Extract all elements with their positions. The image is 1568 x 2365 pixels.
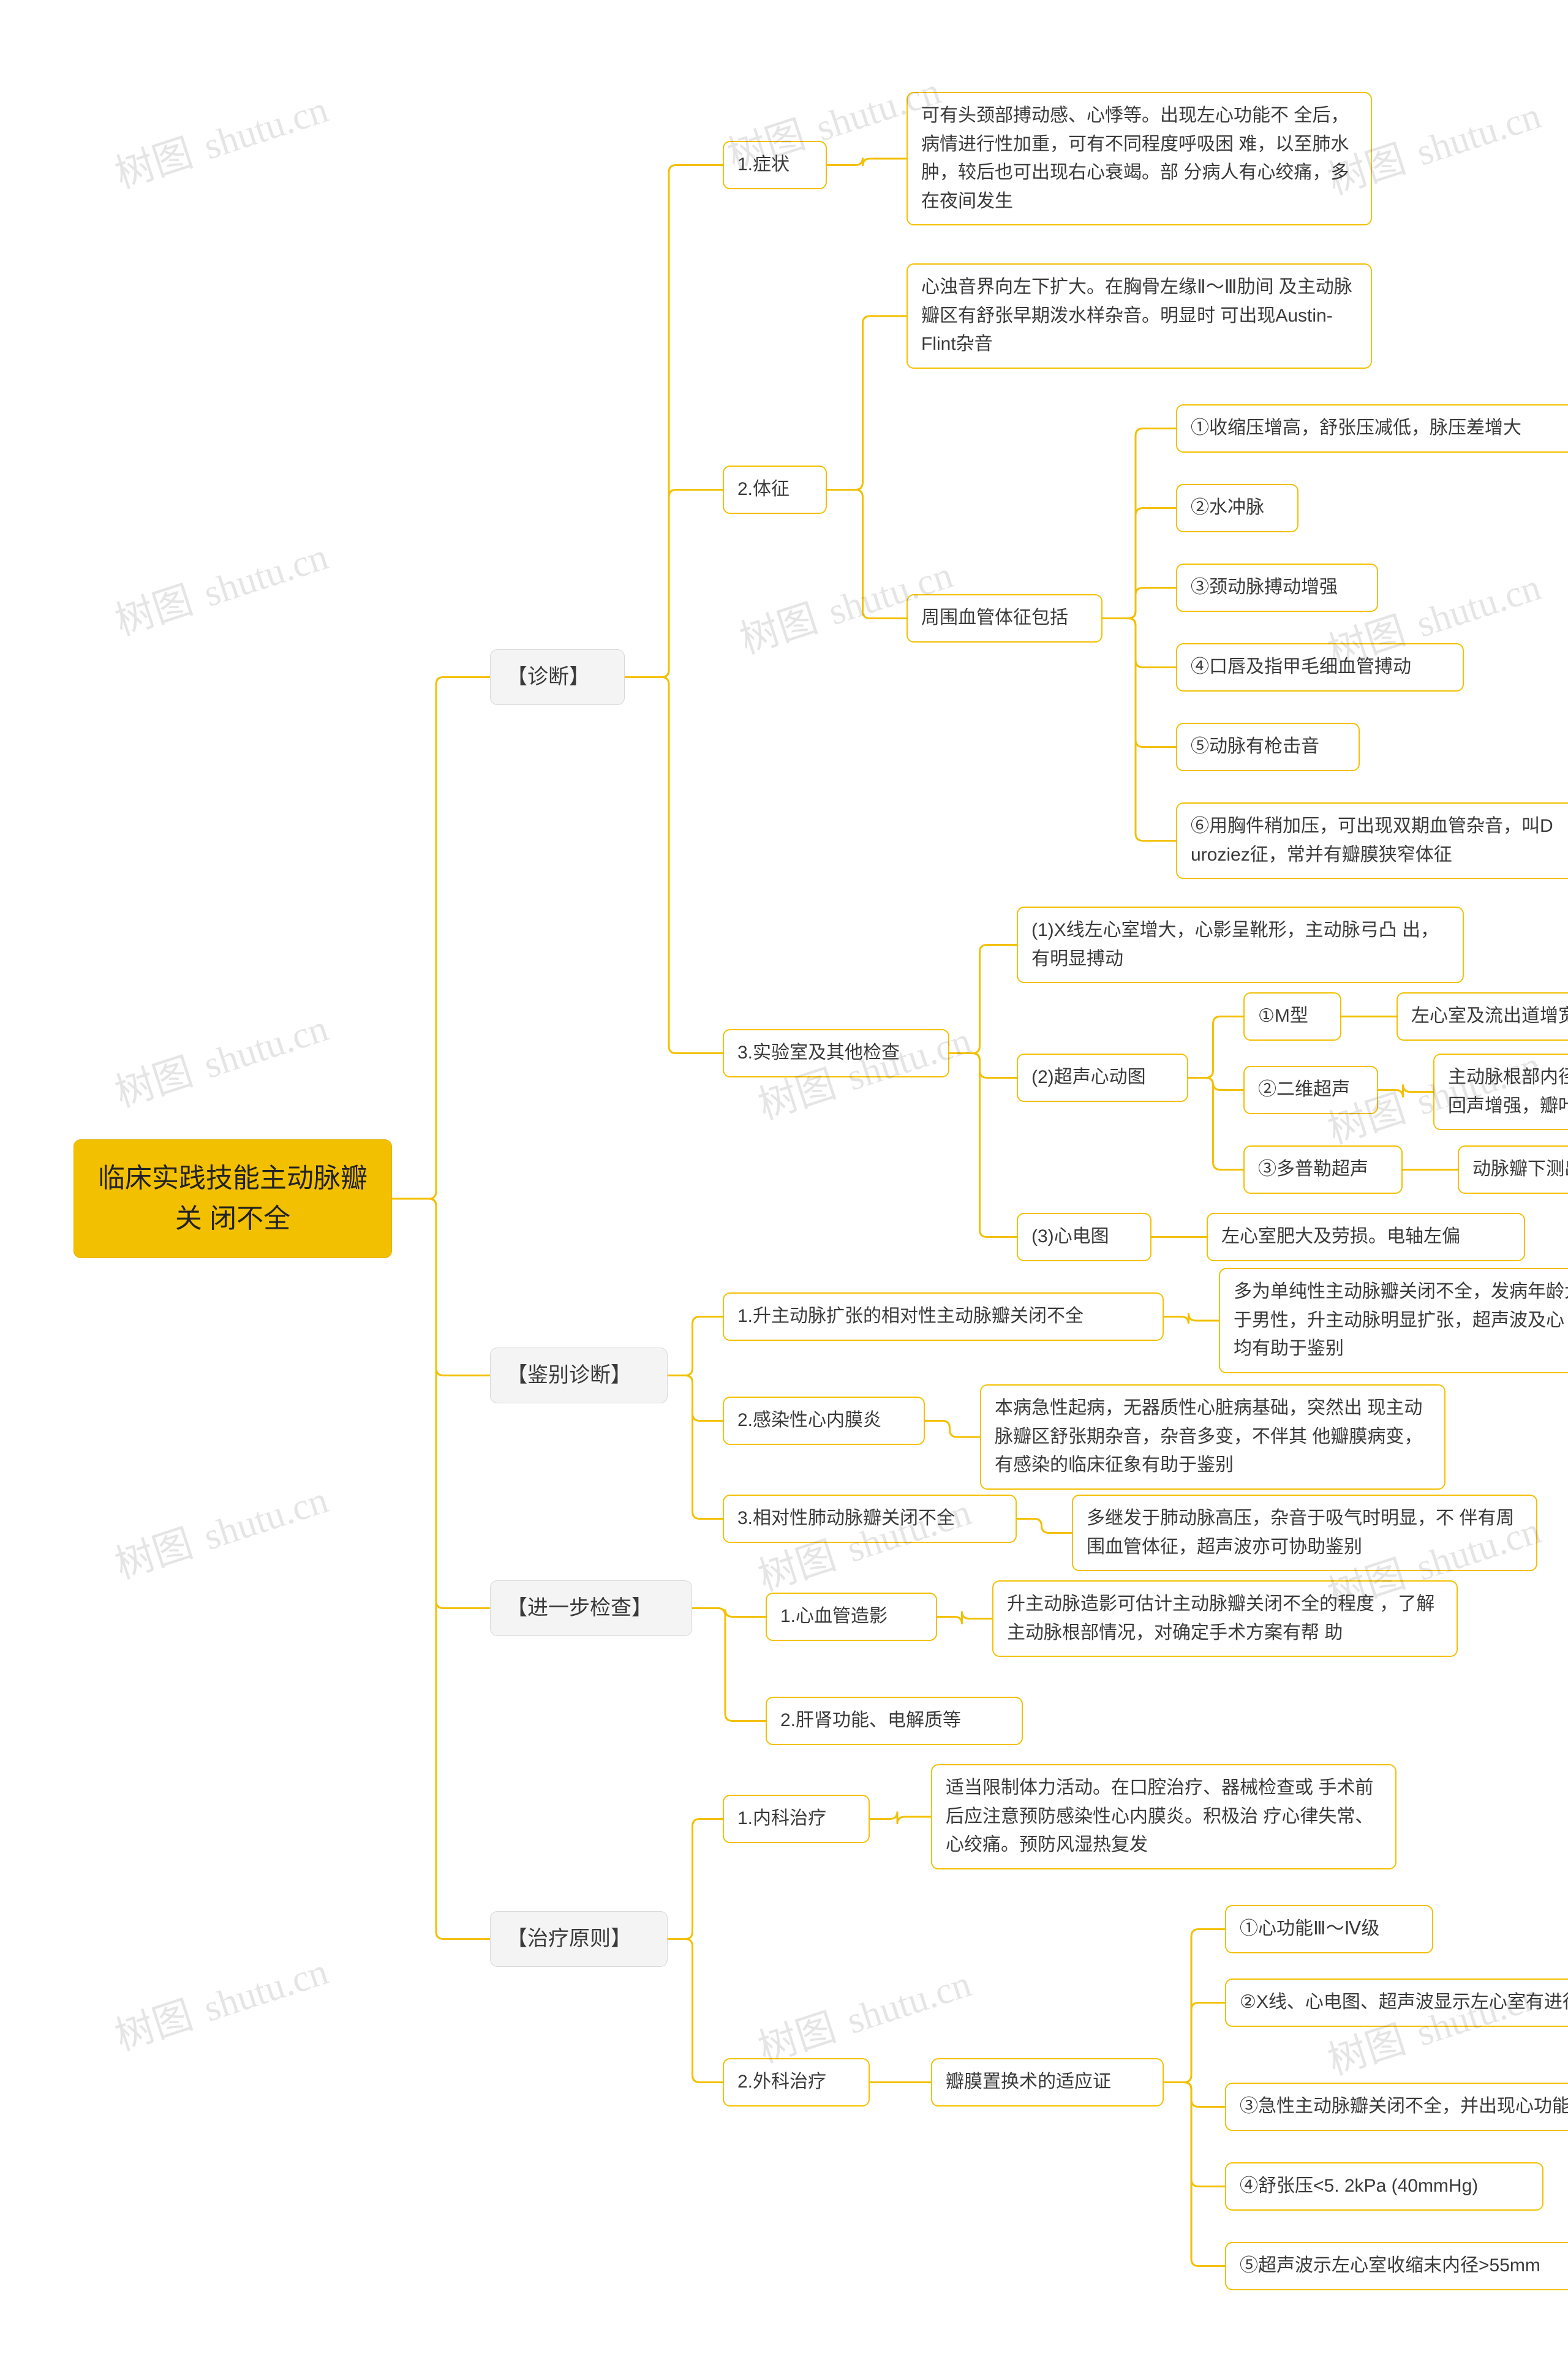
leaf-symptoms-detail: 可有头颈部搏动感、心悸等。出现左心功能不 全后，病情进行性加重，可有不同程度呼吸… (907, 92, 1372, 225)
node-label: 升主动脉造影可估计主动脉瓣关闭不全的程度 ，了解主动脉根部情况，对确定手术方案有… (1007, 1594, 1434, 1643)
node-label: 3.相对性肺动脉瓣关闭不全 (737, 1508, 955, 1528)
node-echo[interactable]: (2)超声心动图 (1017, 1054, 1188, 1102)
node-label: 3.实验室及其他检查 (737, 1043, 900, 1063)
section-further-exam[interactable]: 【进一步检查】 (490, 1580, 692, 1636)
root-label: 临床实践技能主动脉瓣关 闭不全 (98, 1163, 368, 1234)
node-label: ①心功能Ⅲ～Ⅳ级 (1240, 1918, 1379, 1939)
node-label: 左心室肥大及劳损。电轴左偏 (1221, 1226, 1460, 1247)
node-label: 2.感染性心内膜炎 (737, 1410, 881, 1430)
watermark: 树图 shutu.cn (107, 1940, 334, 2062)
node-diff-1[interactable]: 1.升主动脉扩张的相对性主动脉瓣关闭不全 (723, 1292, 1164, 1341)
node-label: ①M型 (1258, 1006, 1308, 1026)
node-label: ③颈动脉搏动增强 (1191, 577, 1338, 597)
leaf-echo-m-detail: 左心室及流出道增宽，主动脉内径增大 (1396, 992, 1568, 1041)
leaf-indication-1: ①心功能Ⅲ～Ⅳ级 (1225, 1905, 1433, 1953)
node-label: ②二维超声 (1258, 1079, 1350, 1100)
leaf-diff-1: 多为单纯性主动脉瓣关闭不全，发病年龄大， 多见于男性，升主动脉明显扩张，超声波及… (1219, 1268, 1568, 1373)
node-label: 适当限制体力活动。在口腔治疗、器械检查或 手术前后应注意预防感染性心内膜炎。积极… (946, 1778, 1373, 1855)
section-diagnosis[interactable]: 【诊断】 (490, 649, 625, 705)
node-label: (1)X线左心室增大，心影呈靴形，主动脉弓凸 出，有明显搏动 (1031, 920, 1439, 969)
node-diff-2[interactable]: 2.感染性心内膜炎 (723, 1397, 925, 1445)
leaf-indication-4: ④舒张压<5. 2kPa (40mmHg) (1225, 2162, 1544, 2211)
watermark: 树图 shutu.cn (107, 997, 334, 1118)
leaf-peripheral-6: ⑥用胸件稍加压，可出现双期血管杂音，叫D uroziez征，常并有瓣膜狭窄体征 (1176, 802, 1568, 879)
leaf-indication-2: ②X线、心电图、超声波显示左心室有进行性 增大 (1225, 1978, 1568, 2027)
node-surgical[interactable]: 2.外科治疗 (723, 2058, 870, 2107)
section-label: 【治疗原则】 (507, 1927, 631, 1950)
section-treatment[interactable]: 【治疗原则】 (490, 1911, 668, 1967)
watermark: 树图 shutu.cn (750, 1952, 978, 2074)
leaf-echo-doppler-detail: 动脉瓣下测出舒张期湍流频谱 (1458, 1145, 1568, 1194)
node-label: 主动脉根部内径增大，主动脉瓣一叶或数叶增 厚，回声增强，瓣叶缩短。左心室增大 (1448, 1067, 1568, 1116)
node-echo-doppler[interactable]: ③多普勒超声 (1243, 1145, 1403, 1194)
node-label: 2.体征 (737, 479, 790, 499)
node-symptoms[interactable]: 1.症状 (723, 141, 827, 189)
node-label: 1.升主动脉扩张的相对性主动脉瓣关闭不全 (737, 1306, 1084, 1326)
node-label: 可有头颈部搏动感、心悸等。出现左心功能不 全后，病情进行性加重，可有不同程度呼吸… (921, 105, 1349, 211)
node-diff-3[interactable]: 3.相对性肺动脉瓣关闭不全 (723, 1495, 1017, 1543)
node-label: ④口唇及指甲毛细血管搏动 (1191, 657, 1411, 677)
section-label: 【鉴别诊断】 (507, 1364, 631, 1387)
node-echo-2d[interactable]: ②二维超声 (1243, 1066, 1378, 1114)
leaf-indication-3: ③急性主动脉瓣关闭不全，并出现心功能不全 (1225, 2083, 1568, 2131)
leaf-ecg-detail: 左心室肥大及劳损。电轴左偏 (1207, 1213, 1525, 1261)
node-label: 动脉瓣下测出舒张期湍流频谱 (1472, 1159, 1568, 1179)
leaf-xray: (1)X线左心室增大，心影呈靴形，主动脉弓凸 出，有明显搏动 (1017, 907, 1464, 983)
node-label: 1.症状 (737, 154, 790, 175)
node-label: 多为单纯性主动脉瓣关闭不全，发病年龄大， 多见于男性，升主动脉明显扩张，超声波及… (1234, 1281, 1568, 1359)
section-differential[interactable]: 【鉴别诊断】 (490, 1348, 668, 1403)
leaf-signs-cardiac: 心浊音界向左下扩大。在胸骨左缘Ⅱ～Ⅲ肋间 及主动脉瓣区有舒张早期泼水样杂音。明显… (907, 263, 1372, 369)
node-label: ①收缩压增高，舒张压减低，脉压差增大 (1191, 418, 1521, 438)
node-label: ⑥用胸件稍加压，可出现双期血管杂音，叫D uroziez征，常并有瓣膜狭窄体征 (1191, 816, 1553, 865)
node-label: 心浊音界向左下扩大。在胸骨左缘Ⅱ～Ⅲ肋间 及主动脉瓣区有舒张早期泼水样杂音。明显… (921, 277, 1352, 354)
node-medical[interactable]: 1.内科治疗 (723, 1795, 870, 1843)
leaf-peripheral-3: ③颈动脉搏动增强 (1176, 564, 1378, 612)
node-label: 2.外科治疗 (737, 2072, 826, 2092)
node-label: (3)心电图 (1031, 1226, 1109, 1247)
leaf-medical-detail: 适当限制体力活动。在口腔治疗、器械检查或 手术前后应注意预防感染性心内膜炎。积极… (931, 1764, 1396, 1869)
watermark: 树图 shutu.cn (107, 525, 334, 647)
node-label: ③多普勒超声 (1258, 1159, 1368, 1179)
node-label: ②X线、心电图、超声波显示左心室有进行性 增大 (1240, 1992, 1568, 2012)
node-label: ③急性主动脉瓣关闭不全，并出现心功能不全 (1240, 2096, 1568, 2116)
node-label: 本病急性起病，无器质性心脏病基础，突然出 现主动脉瓣区舒张期杂音，杂音多变，不伴… (995, 1398, 1422, 1475)
node-label: ②水冲脉 (1191, 497, 1264, 518)
leaf-indication-5: ⑤超声波示左心室收缩末内径>55mm (1225, 2242, 1568, 2290)
section-label: 【进一步检查】 (507, 1596, 652, 1620)
node-echo-m[interactable]: ①M型 (1243, 992, 1341, 1041)
root-node[interactable]: 临床实践技能主动脉瓣关 闭不全 (74, 1139, 392, 1258)
leaf-angio-detail: 升主动脉造影可估计主动脉瓣关闭不全的程度 ，了解主动脉根部情况，对确定手术方案有… (992, 1580, 1458, 1657)
leaf-echo-2d-detail: 主动脉根部内径增大，主动脉瓣一叶或数叶增 厚，回声增强，瓣叶缩短。左心室增大 (1433, 1054, 1568, 1130)
node-lab-exam[interactable]: 3.实验室及其他检查 (723, 1029, 949, 1077)
node-valve-replacement[interactable]: 瓣膜置换术的适应证 (931, 2058, 1164, 2107)
leaf-diff-3: 多继发于肺动脉高压，杂音于吸气时明显，不 伴有周围血管体征，超声波亦可协助鉴别 (1072, 1495, 1537, 1571)
node-signs[interactable]: 2.体征 (723, 466, 827, 514)
node-ecg[interactable]: (3)心电图 (1017, 1213, 1152, 1261)
node-label: 瓣膜置换术的适应证 (946, 2072, 1111, 2092)
node-label: ⑤动脉有枪击音 (1191, 736, 1319, 756)
node-angio[interactable]: 1.心血管造影 (766, 1593, 937, 1641)
node-label: ⑤超声波示左心室收缩末内径>55mm (1240, 2255, 1540, 2276)
node-label: ④舒张压<5. 2kPa (40mmHg) (1240, 2176, 1478, 2196)
node-label: (2)超声心动图 (1031, 1067, 1146, 1087)
watermark: 树图 shutu.cn (107, 1468, 334, 1590)
node-label: 1.心血管造影 (780, 1606, 888, 1626)
leaf-liver-kidney: 2.肝肾功能、电解质等 (766, 1697, 1023, 1745)
node-peripheral-signs[interactable]: 周围血管体征包括 (907, 594, 1102, 643)
node-label: 1.内科治疗 (737, 1808, 826, 1828)
leaf-diff-2: 本病急性起病，无器质性心脏病基础，突然出 现主动脉瓣区舒张期杂音，杂音多变，不伴… (980, 1384, 1446, 1490)
node-label: 周围血管体征包括 (921, 608, 1068, 628)
leaf-peripheral-2: ②水冲脉 (1176, 484, 1298, 532)
node-label: 多继发于肺动脉高压，杂音于吸气时明显，不 伴有周围血管体征，超声波亦可协助鉴别 (1087, 1508, 1514, 1557)
node-label: 2.肝肾功能、电解质等 (780, 1710, 961, 1730)
section-label: 【诊断】 (507, 665, 590, 688)
watermark: 树图 shutu.cn (107, 78, 334, 200)
leaf-peripheral-1: ①收缩压增高，舒张压减低，脉压差增大 (1176, 404, 1568, 453)
leaf-peripheral-5: ⑤动脉有枪击音 (1176, 723, 1360, 771)
leaf-peripheral-4: ④口唇及指甲毛细血管搏动 (1176, 643, 1464, 692)
node-label: 左心室及流出道增宽，主动脉内径增大 (1411, 1006, 1568, 1026)
